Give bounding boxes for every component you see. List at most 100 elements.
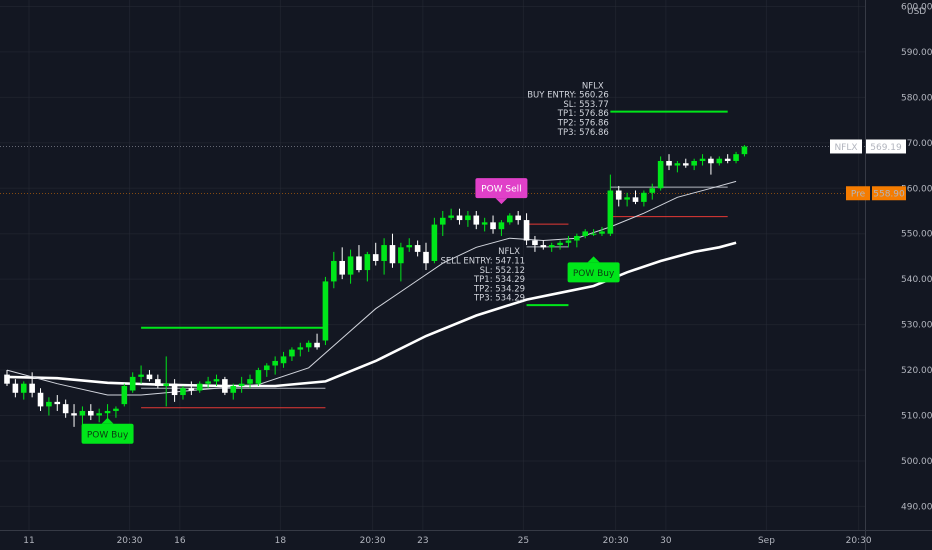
candle-body[interactable]: [398, 247, 404, 264]
candle-body[interactable]: [515, 215, 521, 221]
candle-body[interactable]: [490, 222, 496, 230]
candle-body[interactable]: [532, 240, 538, 246]
candle-body[interactable]: [180, 388, 186, 396]
candle-body[interactable]: [88, 410, 94, 416]
candle-body[interactable]: [498, 222, 505, 230]
candle-body[interactable]: [724, 158, 731, 161]
candle-body[interactable]: [649, 188, 656, 193]
candle-body[interactable]: [507, 215, 513, 223]
candle-body[interactable]: [414, 245, 421, 252]
candle-body[interactable]: [37, 392, 44, 407]
buy-signal-badge[interactable]: [567, 262, 620, 283]
candle-body[interactable]: [213, 379, 220, 382]
candle-body[interactable]: [222, 379, 228, 393]
buy-signal-badge[interactable]: [81, 423, 134, 444]
candle-body[interactable]: [624, 197, 630, 200]
candle-body[interactable]: [46, 401, 52, 407]
candle-body[interactable]: [372, 254, 379, 261]
candle-body[interactable]: [163, 383, 170, 386]
candle-body[interactable]: [456, 215, 463, 221]
candle-body[interactable]: [540, 245, 547, 248]
candle-body[interactable]: [4, 374, 10, 384]
candle-body[interactable]: [473, 215, 480, 225]
candle-body[interactable]: [708, 158, 714, 164]
candle-body[interactable]: [548, 245, 555, 248]
candle-body[interactable]: [448, 215, 454, 218]
candle-body[interactable]: [322, 281, 329, 341]
candle-body[interactable]: [255, 370, 262, 384]
candle-body[interactable]: [71, 413, 77, 416]
x-tick-label: 18: [275, 536, 287, 546]
sell-signal-badge[interactable]: [475, 178, 528, 199]
candle-body[interactable]: [641, 192, 647, 202]
candle-body[interactable]: [364, 254, 371, 271]
candle-body[interactable]: [188, 388, 195, 391]
candle-body[interactable]: [599, 231, 605, 234]
candle-body[interactable]: [423, 251, 429, 264]
candle-body[interactable]: [138, 374, 144, 377]
candle-body[interactable]: [146, 374, 153, 380]
candle-body[interactable]: [389, 245, 396, 264]
buy-annotation-line: NFLX: [582, 81, 604, 91]
candle-body[interactable]: [238, 383, 245, 386]
candle-body[interactable]: [733, 154, 739, 161]
candle-body[interactable]: [406, 245, 413, 248]
candle-body[interactable]: [272, 360, 278, 366]
candle-body[interactable]: [331, 260, 337, 282]
candle-body[interactable]: [20, 383, 27, 393]
candle-body[interactable]: [682, 163, 689, 166]
candle-body[interactable]: [523, 220, 530, 241]
candle-body[interactable]: [666, 160, 672, 166]
candle-body[interactable]: [632, 197, 639, 202]
candle-body[interactable]: [314, 342, 320, 348]
candle-body[interactable]: [699, 158, 706, 161]
candle-body[interactable]: [574, 235, 580, 241]
candle-body[interactable]: [439, 217, 446, 225]
candle-body[interactable]: [565, 240, 572, 243]
candle-body[interactable]: [196, 383, 203, 391]
candle-body[interactable]: [356, 256, 362, 271]
candle-body[interactable]: [582, 231, 589, 236]
candle-body[interactable]: [79, 410, 86, 416]
candle-body[interactable]: [557, 242, 563, 246]
candle-body[interactable]: [29, 383, 35, 393]
candle-body[interactable]: [741, 146, 748, 155]
candle-body[interactable]: [674, 163, 681, 166]
candle-body[interactable]: [481, 222, 488, 225]
candle-body[interactable]: [62, 404, 69, 414]
candle-body[interactable]: [339, 260, 345, 275]
candle-body[interactable]: [657, 160, 664, 189]
candle-body[interactable]: [171, 383, 178, 396]
candle-body[interactable]: [297, 347, 304, 350]
candle-body[interactable]: [305, 342, 312, 348]
candle-body[interactable]: [615, 190, 622, 200]
candle-body[interactable]: [347, 256, 354, 275]
candle-body[interactable]: [247, 379, 253, 384]
candle-body[interactable]: [607, 190, 614, 234]
candle-body[interactable]: [104, 410, 111, 414]
candle-body[interactable]: [280, 356, 287, 364]
candle-body[interactable]: [129, 376, 136, 391]
candle-body[interactable]: [691, 160, 697, 166]
candle-body[interactable]: [289, 349, 295, 357]
candle-body[interactable]: [431, 224, 438, 261]
candle-body[interactable]: [465, 215, 471, 221]
candle-body[interactable]: [381, 245, 387, 261]
candle-body[interactable]: [205, 381, 211, 384]
candle-body[interactable]: [590, 233, 597, 235]
candle-body[interactable]: [716, 158, 723, 164]
symbol-tag-label: NFLX: [834, 143, 857, 153]
candle-body[interactable]: [230, 385, 237, 393]
candle-body[interactable]: [54, 401, 61, 405]
candle-body[interactable]: [263, 365, 270, 371]
x-tick-label: 23: [417, 536, 428, 546]
candle-body[interactable]: [113, 408, 119, 411]
y-tick-label: 580.00: [901, 93, 932, 103]
candle-body[interactable]: [96, 413, 102, 416]
candle-body[interactable]: [12, 383, 19, 393]
y-tick-label: 550.00: [901, 230, 932, 240]
candle-body[interactable]: [121, 385, 128, 405]
candle-body[interactable]: [155, 379, 161, 386]
